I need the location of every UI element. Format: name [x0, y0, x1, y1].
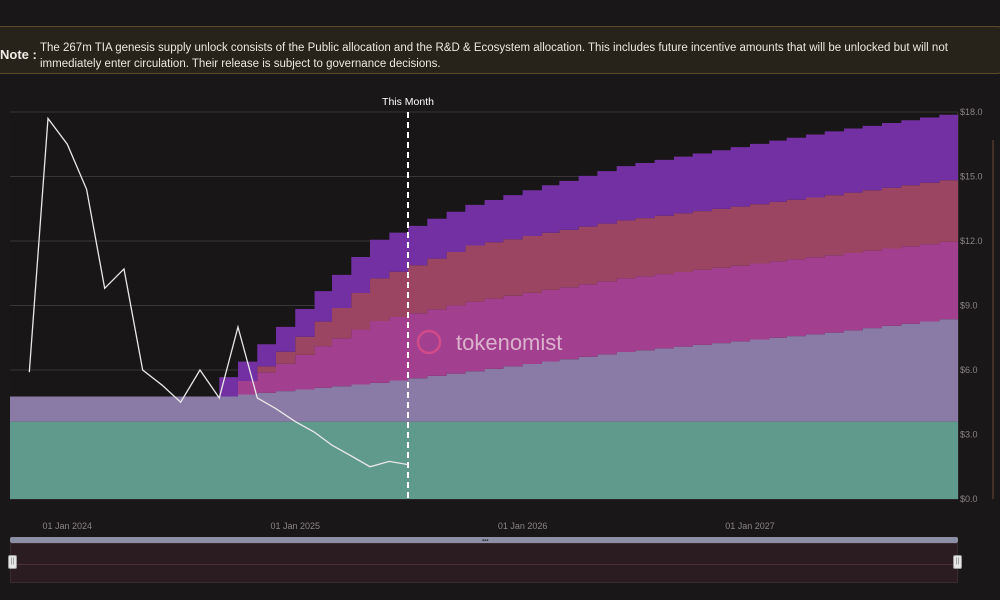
watermark-text: tokenomist [456, 330, 562, 355]
unlock-area-lavender [10, 317, 958, 422]
watermark-logo-icon [416, 329, 442, 355]
note-text: The 267m TIA genesis supply unlock consi… [40, 42, 948, 70]
range-end-handle[interactable]: || [953, 555, 962, 569]
unlock-area-magenta [10, 239, 958, 397]
range-navigator[interactable] [10, 543, 958, 583]
range-start-handle[interactable]: || [8, 555, 17, 569]
y-axis-tick-label: $15.0 [960, 172, 983, 182]
x-axis-tick-label: 01 Jan 2025 [270, 521, 320, 531]
this-month-label: This Month [382, 96, 434, 108]
price-line [28, 116, 409, 468]
x-axis-tick-label: 01 Jan 2024 [43, 521, 93, 531]
note-banner [0, 26, 1000, 74]
y-axis-tick-label: $9.0 [960, 301, 978, 311]
y-axis-tick-label: $3.0 [960, 430, 978, 440]
y-axis-tick-label: $6.0 [960, 365, 978, 375]
y-axis-tick-label: $12.0 [960, 236, 983, 246]
y-axis-tick-label: $18.0 [960, 107, 983, 117]
slider-grip-icon[interactable]: ▪▪▪ [482, 538, 489, 544]
navigator-line [12, 564, 956, 565]
unlock-area-teal [10, 421, 958, 499]
note-label: Note : [0, 47, 37, 62]
range-slider-bar[interactable] [10, 537, 958, 543]
unlock-area-purple [10, 112, 958, 397]
x-axis-tick-label: 01 Jan 2027 [725, 521, 775, 531]
y-axis-tick-label: $0.0 [960, 494, 978, 504]
unlock-area-coral [10, 177, 958, 397]
x-axis-tick-label: 01 Jan 2026 [498, 521, 548, 531]
